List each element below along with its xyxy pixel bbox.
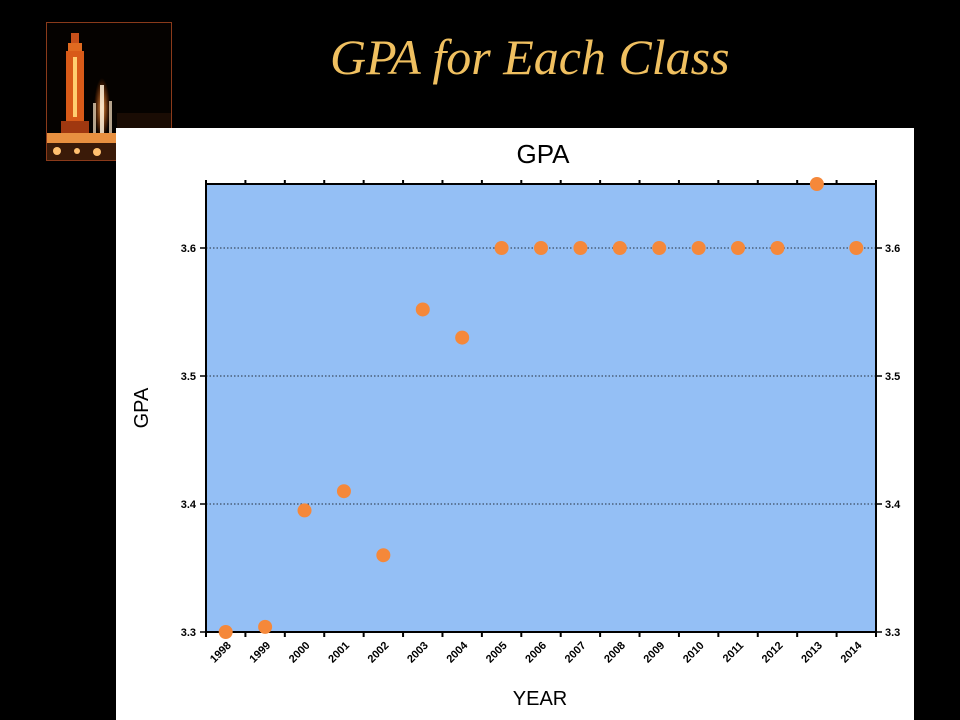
data-point: [731, 241, 746, 255]
x-tick-label: 2002: [366, 640, 392, 666]
x-tick-label: 2006: [523, 640, 549, 666]
data-point: [573, 241, 588, 255]
data-point: [691, 241, 706, 255]
chart-title: GPA: [517, 139, 571, 169]
x-tick-label: 2004: [444, 639, 470, 665]
x-tick-label: 2008: [602, 640, 628, 666]
y-tick-label-right: 3.4: [885, 499, 901, 511]
x-tick-label: 2013: [799, 640, 825, 666]
data-point: [809, 177, 824, 191]
x-tick-label: 2012: [760, 640, 786, 666]
data-point: [218, 625, 233, 639]
y-tick-label-left: 3.4: [181, 499, 197, 511]
data-point: [494, 241, 509, 255]
y-tick-label-right: 3.3: [885, 627, 900, 639]
x-tick-label: 2005: [484, 640, 510, 666]
x-tick-label: 2011: [721, 640, 746, 665]
data-point: [612, 241, 627, 255]
y-axis-ticks: 3.3 3.3 3.4 3.4 3.5 3.5 3.6 3.6: [181, 243, 901, 639]
data-point: [415, 302, 430, 317]
x-tick-label: 2014: [839, 639, 865, 665]
y-tick-label-left: 3.6: [181, 243, 196, 255]
data-point: [455, 330, 470, 345]
x-tick-label: 1998: [208, 640, 234, 666]
y-axis-label: GPA: [131, 387, 153, 428]
x-tick-label: 2000: [287, 640, 313, 666]
data-point: [849, 241, 864, 255]
y-tick-label-left: 3.3: [181, 627, 196, 639]
x-tick-label: 2001: [326, 640, 352, 666]
data-point: [258, 619, 273, 634]
university-tower-logo: [46, 22, 172, 161]
y-tick-label-left: 3.5: [181, 371, 196, 383]
data-point: [534, 241, 548, 255]
x-tick-label: 2003: [405, 640, 431, 666]
data-point: [297, 503, 312, 518]
data-point: [770, 241, 785, 255]
data-point: [652, 241, 667, 255]
chart-panel: GPA 3.3 3.3 3.4 3.4 3.5 3.5 3.6 3.6 1998 1999 200…: [116, 128, 914, 720]
plot-area: [205, 183, 877, 633]
x-axis-label: YEAR: [513, 688, 567, 710]
y-tick-label-right: 3.5: [885, 371, 900, 383]
data-points: [218, 177, 864, 639]
slide-title: GPA for Each Class: [330, 29, 730, 85]
x-tick-label: 1999: [247, 640, 273, 666]
gpa-scatter-chart: GPA 3.3 3.3 3.4 3.4 3.5 3.5 3.6 3.6 1998 1999 200…: [131, 139, 901, 710]
x-tick-label: 2007: [563, 640, 589, 666]
x-tick-label: 2010: [681, 640, 707, 666]
data-point: [336, 484, 351, 499]
x-tick-label: 2009: [642, 640, 668, 666]
data-point: [376, 548, 391, 563]
y-tick-label-right: 3.6: [885, 243, 900, 255]
